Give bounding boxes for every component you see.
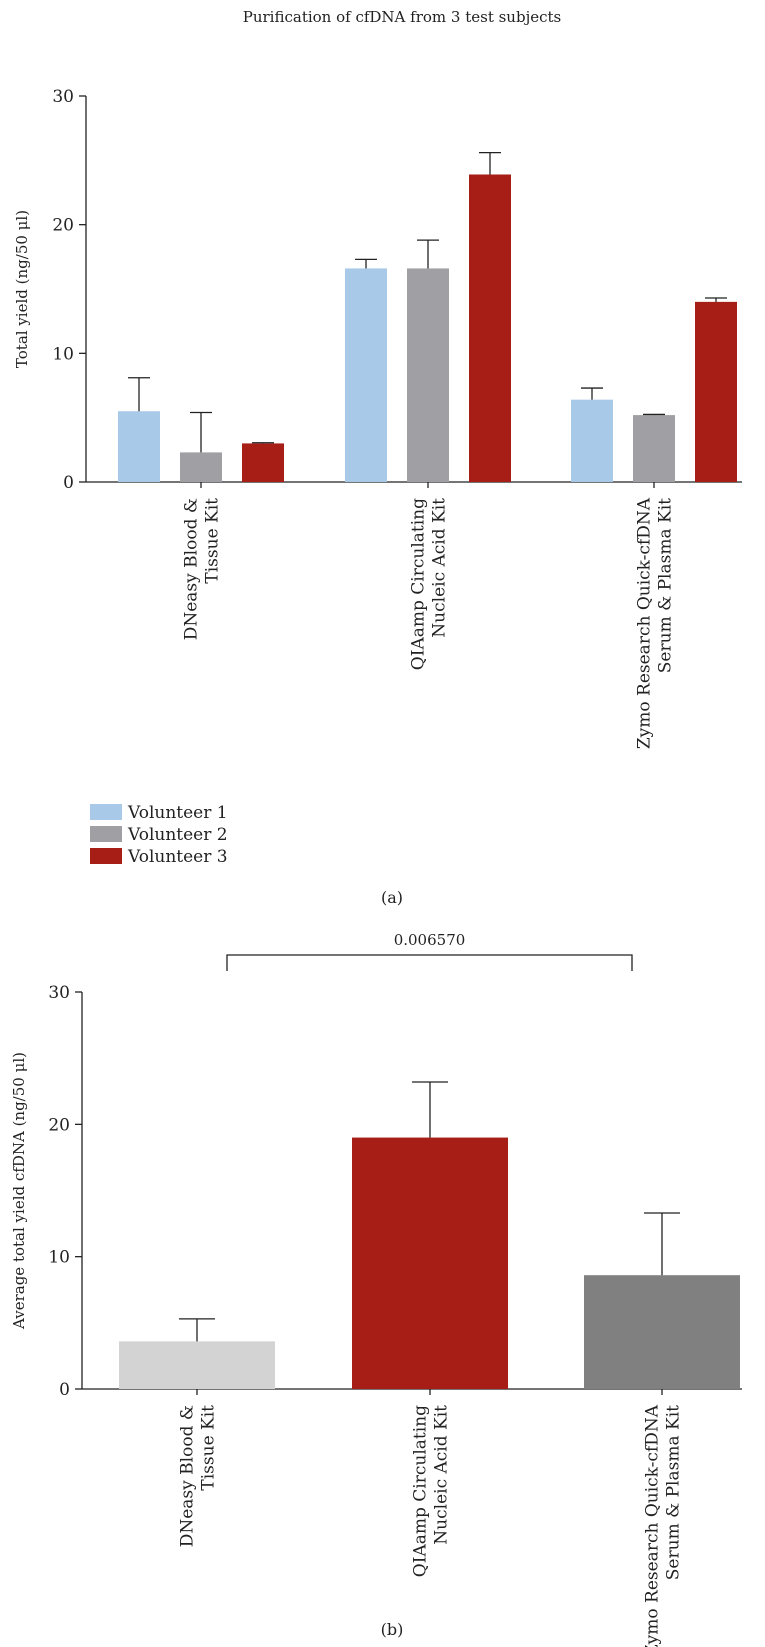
bar bbox=[352, 1137, 508, 1389]
bar bbox=[242, 443, 284, 482]
y-tick-label: 0 bbox=[63, 473, 74, 493]
x-tick-label: DNeasy Blood & bbox=[182, 498, 202, 640]
x-tick-label: QIAamp Circulating bbox=[409, 498, 429, 670]
x-tick-label: QIAamp Circulating bbox=[411, 1405, 431, 1577]
x-tick-label: Serum & Plasma Kit bbox=[664, 1405, 684, 1580]
panel-label: (b) bbox=[381, 1620, 404, 1639]
chart-title: Purification of cfDNA from 3 test subjec… bbox=[243, 8, 561, 26]
legend-swatch bbox=[90, 804, 122, 820]
x-tick-label-group: QIAamp Circulating Nucleic Acid Kit bbox=[409, 498, 450, 670]
bar bbox=[695, 301, 737, 482]
x-tick-label: Zymo Research Quick-cfDNA bbox=[643, 1404, 663, 1647]
bar bbox=[407, 268, 449, 482]
x-tick-label-group: QIAamp Circulating Nucleic Acid Kit bbox=[411, 1405, 452, 1577]
x-tick-label: Serum & Plasma Kit bbox=[656, 498, 676, 673]
significance-bracket bbox=[226, 954, 633, 971]
legend-swatch bbox=[90, 826, 122, 842]
panel-label: (a) bbox=[381, 888, 403, 907]
x-tick-label: Nucleic Acid Kit bbox=[432, 1405, 452, 1545]
x-tick-label: Tissue Kit bbox=[199, 1405, 219, 1491]
x-tick-label: Tissue Kit bbox=[203, 498, 223, 584]
y-tick-label: 20 bbox=[48, 1115, 70, 1135]
y-tick-label: 30 bbox=[48, 983, 70, 1003]
legend-label: Volunteer 1 bbox=[127, 803, 228, 823]
x-tick-label-group: DNeasy Blood & Tissue Kit bbox=[178, 1405, 219, 1547]
legend-label: Volunteer 3 bbox=[127, 847, 228, 867]
x-tick-label-group: Zymo Research Quick-cfDNA Serum & Plasma … bbox=[635, 497, 676, 749]
y-tick-label: 10 bbox=[52, 344, 74, 364]
x-tick-label: Zymo Research Quick-cfDNA bbox=[635, 497, 655, 749]
x-tick-label-group: DNeasy Blood & Tissue Kit bbox=[182, 498, 223, 640]
x-tick-label: DNeasy Blood & bbox=[178, 1405, 198, 1547]
bar bbox=[180, 452, 222, 482]
y-tick-label: 20 bbox=[52, 216, 74, 236]
bar bbox=[633, 415, 675, 482]
y-tick-label: 30 bbox=[52, 87, 74, 107]
bar bbox=[345, 268, 387, 482]
y-axis-label: Total yield (ng/50 μl) bbox=[13, 210, 31, 368]
legend-label: Volunteer 2 bbox=[127, 825, 228, 845]
x-tick-label-group: Zymo Research Quick-cfDNA Serum & Plasma … bbox=[643, 1404, 684, 1647]
legend-swatch bbox=[90, 848, 122, 864]
bar bbox=[119, 1341, 275, 1389]
significance-label: 0.006570 bbox=[394, 931, 466, 949]
bar bbox=[584, 1275, 740, 1389]
x-tick-label: Nucleic Acid Kit bbox=[430, 498, 450, 638]
bar bbox=[118, 411, 160, 482]
bar bbox=[571, 399, 613, 482]
y-tick-label: 0 bbox=[59, 1380, 70, 1400]
bar bbox=[469, 174, 511, 482]
y-axis-label: Average total yield cfDNA (ng/50 μl) bbox=[10, 1052, 28, 1330]
y-tick-label: 10 bbox=[48, 1248, 70, 1268]
